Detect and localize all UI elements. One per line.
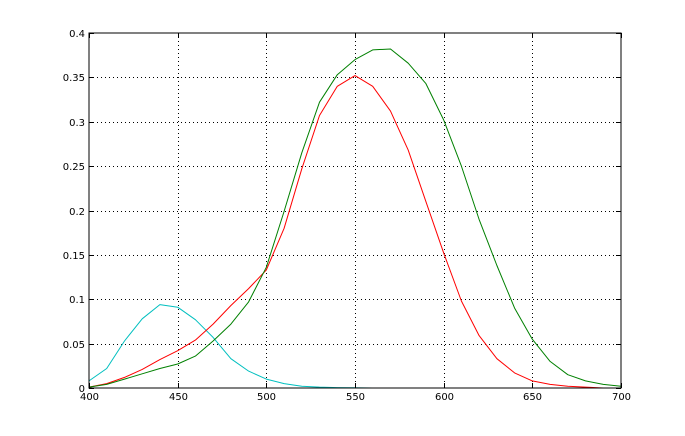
plot-background [89,33,621,388]
y-tick-label: 0.3 [69,118,85,129]
x-tick-label: 450 [169,392,188,403]
y-tick-label: 0.1 [69,295,85,306]
tick-marks [89,33,622,389]
y-tick-label: 0.25 [63,162,85,173]
x-tick-label: 600 [435,392,454,403]
y-tick-label: 0 [79,384,85,395]
y-tick-label: 0.4 [69,29,85,40]
x-tick-label: 400 [80,392,99,403]
y-tick-label: 0.2 [69,207,85,218]
series-line-3 [88,48,622,388]
x-tick-label: 700 [612,392,631,403]
x-tick-label: 500 [257,392,276,403]
y-tick-label: 0.35 [63,73,85,84]
grid [89,33,621,388]
y-tick-label: 0.15 [63,251,85,262]
x-tick-label: 650 [523,392,542,403]
tick-labels: 400 450 500 550 600 650 700 0 0.05 0.1 0.15 0.2 0.25… [63,29,631,403]
x-tick-label: 550 [346,392,365,403]
y-tick-label: 0.05 [63,340,85,351]
series-line-2 [88,75,621,389]
